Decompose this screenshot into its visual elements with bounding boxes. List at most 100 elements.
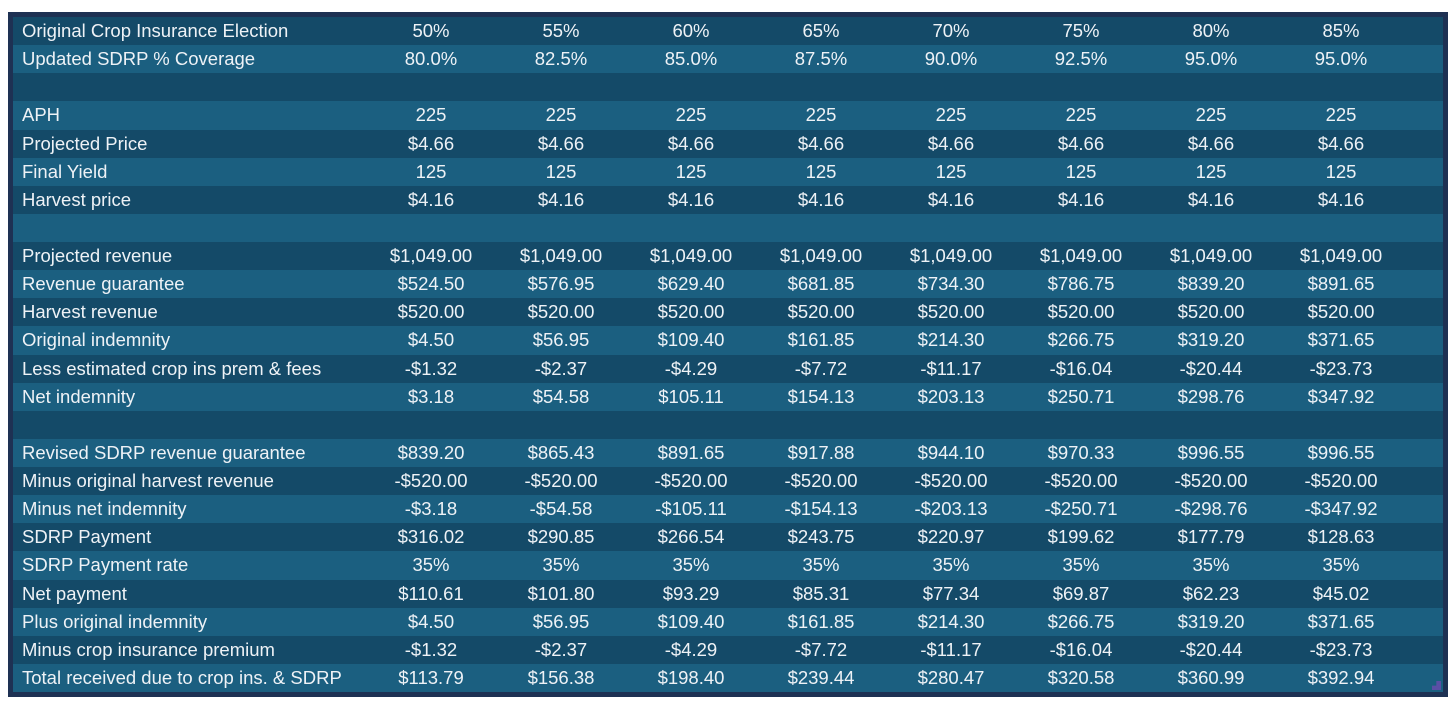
value-cell[interactable]: $520.00: [657, 301, 725, 323]
value-cell[interactable]: $319.20: [1177, 610, 1245, 632]
value-cell[interactable]: $298.76: [1177, 385, 1245, 407]
value-cell[interactable]: $524.50: [397, 273, 465, 295]
value-cell[interactable]: $1,049.00: [1299, 245, 1383, 267]
value-cell[interactable]: $1,049.00: [389, 245, 473, 267]
row-label-cell[interactable]: Harvest price: [22, 188, 131, 210]
value-cell[interactable]: $996.55: [1307, 441, 1375, 463]
value-cell[interactable]: $520.00: [397, 301, 465, 323]
value-cell[interactable]: -$23.73: [1309, 638, 1373, 660]
value-cell[interactable]: $786.75: [1047, 273, 1115, 295]
row-label-cell[interactable]: Projected revenue: [22, 245, 173, 267]
value-cell[interactable]: -$23.73: [1309, 357, 1373, 379]
value-cell[interactable]: 125: [805, 160, 837, 182]
value-cell[interactable]: 125: [1325, 160, 1357, 182]
value-cell[interactable]: $239.44: [787, 666, 855, 688]
value-cell[interactable]: $4.16: [1057, 188, 1105, 210]
value-cell[interactable]: 35%: [802, 554, 840, 576]
value-cell[interactable]: -$3.18: [404, 498, 458, 520]
value-cell[interactable]: 35%: [932, 554, 970, 576]
value-cell[interactable]: $105.11: [658, 385, 724, 407]
value-cell[interactable]: 80.0%: [404, 48, 458, 70]
value-cell[interactable]: $4.66: [1187, 132, 1235, 154]
value-cell[interactable]: $1,049.00: [519, 245, 603, 267]
value-cell[interactable]: $970.33: [1047, 441, 1115, 463]
value-cell[interactable]: $290.85: [527, 526, 595, 548]
value-cell[interactable]: 92.5%: [1054, 48, 1108, 70]
value-cell[interactable]: -$16.04: [1049, 638, 1113, 660]
value-cell[interactable]: -$520.00: [914, 470, 988, 492]
value-cell[interactable]: $4.66: [407, 132, 455, 154]
value-cell[interactable]: 225: [935, 104, 967, 126]
value-cell[interactable]: $392.94: [1307, 666, 1375, 688]
value-cell[interactable]: $243.75: [787, 526, 855, 548]
value-cell[interactable]: $161.85: [787, 329, 855, 351]
value-cell[interactable]: -$154.13: [784, 498, 858, 520]
row-label-cell[interactable]: Revised SDRP revenue guarantee: [22, 441, 306, 463]
value-cell[interactable]: 35%: [1062, 554, 1100, 576]
value-cell[interactable]: $266.54: [657, 526, 725, 548]
value-cell[interactable]: $56.95: [532, 610, 590, 632]
value-cell[interactable]: $110.61: [398, 582, 464, 604]
row-label-cell[interactable]: Original indemnity: [22, 329, 171, 351]
value-cell[interactable]: $4.50: [407, 329, 455, 351]
value-cell[interactable]: $944.10: [917, 441, 985, 463]
value-cell[interactable]: 50%: [412, 20, 450, 42]
value-cell[interactable]: $520.00: [527, 301, 595, 323]
value-cell[interactable]: $319.20: [1177, 329, 1245, 351]
value-cell[interactable]: $69.87: [1052, 582, 1110, 604]
value-cell[interactable]: 85.0%: [664, 48, 718, 70]
row-label-cell[interactable]: Net indemnity: [22, 385, 136, 407]
value-cell[interactable]: $101.80: [527, 582, 595, 604]
value-cell[interactable]: 35%: [672, 554, 710, 576]
value-cell[interactable]: $681.85: [787, 273, 855, 295]
value-cell[interactable]: $56.95: [532, 329, 590, 351]
value-cell[interactable]: 225: [1325, 104, 1357, 126]
value-cell[interactable]: $3.18: [407, 385, 455, 407]
row-label-cell[interactable]: Net payment: [22, 582, 127, 604]
row-label-cell[interactable]: Total received due to crop ins. & SDRP: [22, 666, 342, 688]
value-cell[interactable]: $996.55: [1177, 441, 1245, 463]
value-cell[interactable]: $891.65: [1307, 273, 1375, 295]
value-cell[interactable]: -$7.72: [794, 638, 848, 660]
value-cell[interactable]: -$4.29: [664, 357, 718, 379]
value-cell[interactable]: -$520.00: [1304, 470, 1378, 492]
value-cell[interactable]: $520.00: [917, 301, 985, 323]
value-cell[interactable]: $520.00: [1307, 301, 1375, 323]
value-cell[interactable]: -$54.58: [529, 498, 593, 520]
value-cell[interactable]: $520.00: [1177, 301, 1245, 323]
value-cell[interactable]: $4.66: [1057, 132, 1105, 154]
value-cell[interactable]: -$11.17: [920, 638, 982, 660]
value-cell[interactable]: $839.20: [1177, 273, 1245, 295]
value-cell[interactable]: $4.16: [927, 188, 975, 210]
value-cell[interactable]: $203.13: [917, 385, 985, 407]
value-cell[interactable]: $1,049.00: [649, 245, 733, 267]
value-cell[interactable]: $4.66: [927, 132, 975, 154]
value-cell[interactable]: $154.13: [787, 385, 855, 407]
value-cell[interactable]: $4.16: [797, 188, 845, 210]
value-cell[interactable]: $199.62: [1047, 526, 1115, 548]
value-cell[interactable]: -$11.17: [920, 357, 982, 379]
value-cell[interactable]: 35%: [1322, 554, 1360, 576]
value-cell[interactable]: 225: [545, 104, 577, 126]
value-cell[interactable]: -$20.44: [1179, 357, 1243, 379]
value-cell[interactable]: 87.5%: [794, 48, 848, 70]
value-cell[interactable]: 85%: [1322, 20, 1360, 42]
value-cell[interactable]: $4.66: [797, 132, 845, 154]
value-cell[interactable]: 35%: [412, 554, 450, 576]
value-cell[interactable]: $520.00: [1047, 301, 1115, 323]
value-cell[interactable]: 95.0%: [1184, 48, 1238, 70]
value-cell[interactable]: 225: [675, 104, 707, 126]
value-cell[interactable]: 225: [1065, 104, 1097, 126]
value-cell[interactable]: $220.97: [917, 526, 985, 548]
value-cell[interactable]: $4.66: [537, 132, 585, 154]
value-cell[interactable]: -$250.71: [1044, 498, 1118, 520]
value-cell[interactable]: -$520.00: [1174, 470, 1248, 492]
value-cell[interactable]: 125: [935, 160, 967, 182]
value-cell[interactable]: $214.30: [917, 329, 985, 351]
value-cell[interactable]: $576.95: [527, 273, 595, 295]
value-cell[interactable]: $4.66: [667, 132, 715, 154]
value-cell[interactable]: 125: [1195, 160, 1227, 182]
value-cell[interactable]: $891.65: [657, 441, 725, 463]
value-cell[interactable]: $320.58: [1047, 666, 1115, 688]
value-cell[interactable]: $77.34: [922, 582, 980, 604]
